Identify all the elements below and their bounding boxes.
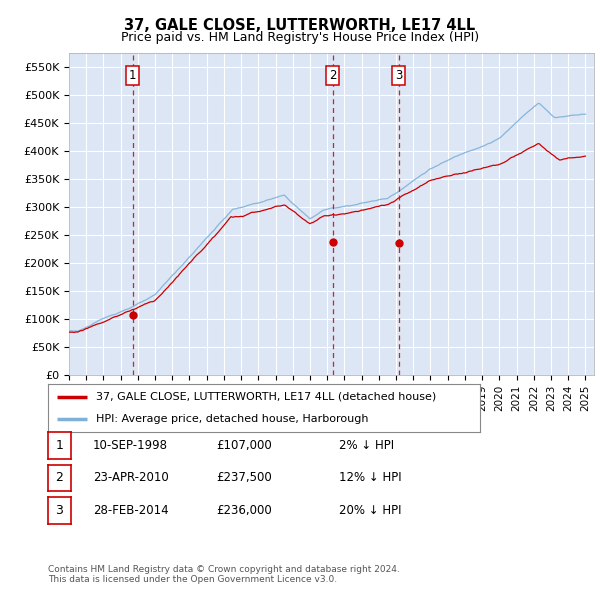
- Text: 2: 2: [55, 471, 64, 484]
- Text: 1: 1: [129, 69, 136, 82]
- Text: 3: 3: [395, 69, 403, 82]
- Text: 12% ↓ HPI: 12% ↓ HPI: [339, 471, 401, 484]
- Text: £107,000: £107,000: [216, 439, 272, 452]
- Text: £237,500: £237,500: [216, 471, 272, 484]
- Text: 2% ↓ HPI: 2% ↓ HPI: [339, 439, 394, 452]
- Text: Contains HM Land Registry data © Crown copyright and database right 2024.: Contains HM Land Registry data © Crown c…: [48, 565, 400, 574]
- Text: Price paid vs. HM Land Registry's House Price Index (HPI): Price paid vs. HM Land Registry's House …: [121, 31, 479, 44]
- Text: 1: 1: [55, 439, 64, 452]
- Text: This data is licensed under the Open Government Licence v3.0.: This data is licensed under the Open Gov…: [48, 575, 337, 584]
- Text: 20% ↓ HPI: 20% ↓ HPI: [339, 504, 401, 517]
- Text: HPI: Average price, detached house, Harborough: HPI: Average price, detached house, Harb…: [95, 414, 368, 424]
- Text: 3: 3: [55, 504, 64, 517]
- Text: 37, GALE CLOSE, LUTTERWORTH, LE17 4LL: 37, GALE CLOSE, LUTTERWORTH, LE17 4LL: [124, 18, 476, 34]
- Text: 2: 2: [329, 69, 336, 82]
- Text: 37, GALE CLOSE, LUTTERWORTH, LE17 4LL (detached house): 37, GALE CLOSE, LUTTERWORTH, LE17 4LL (d…: [95, 392, 436, 402]
- Text: 23-APR-2010: 23-APR-2010: [93, 471, 169, 484]
- Text: £236,000: £236,000: [216, 504, 272, 517]
- Text: 28-FEB-2014: 28-FEB-2014: [93, 504, 169, 517]
- Text: 10-SEP-1998: 10-SEP-1998: [93, 439, 168, 452]
